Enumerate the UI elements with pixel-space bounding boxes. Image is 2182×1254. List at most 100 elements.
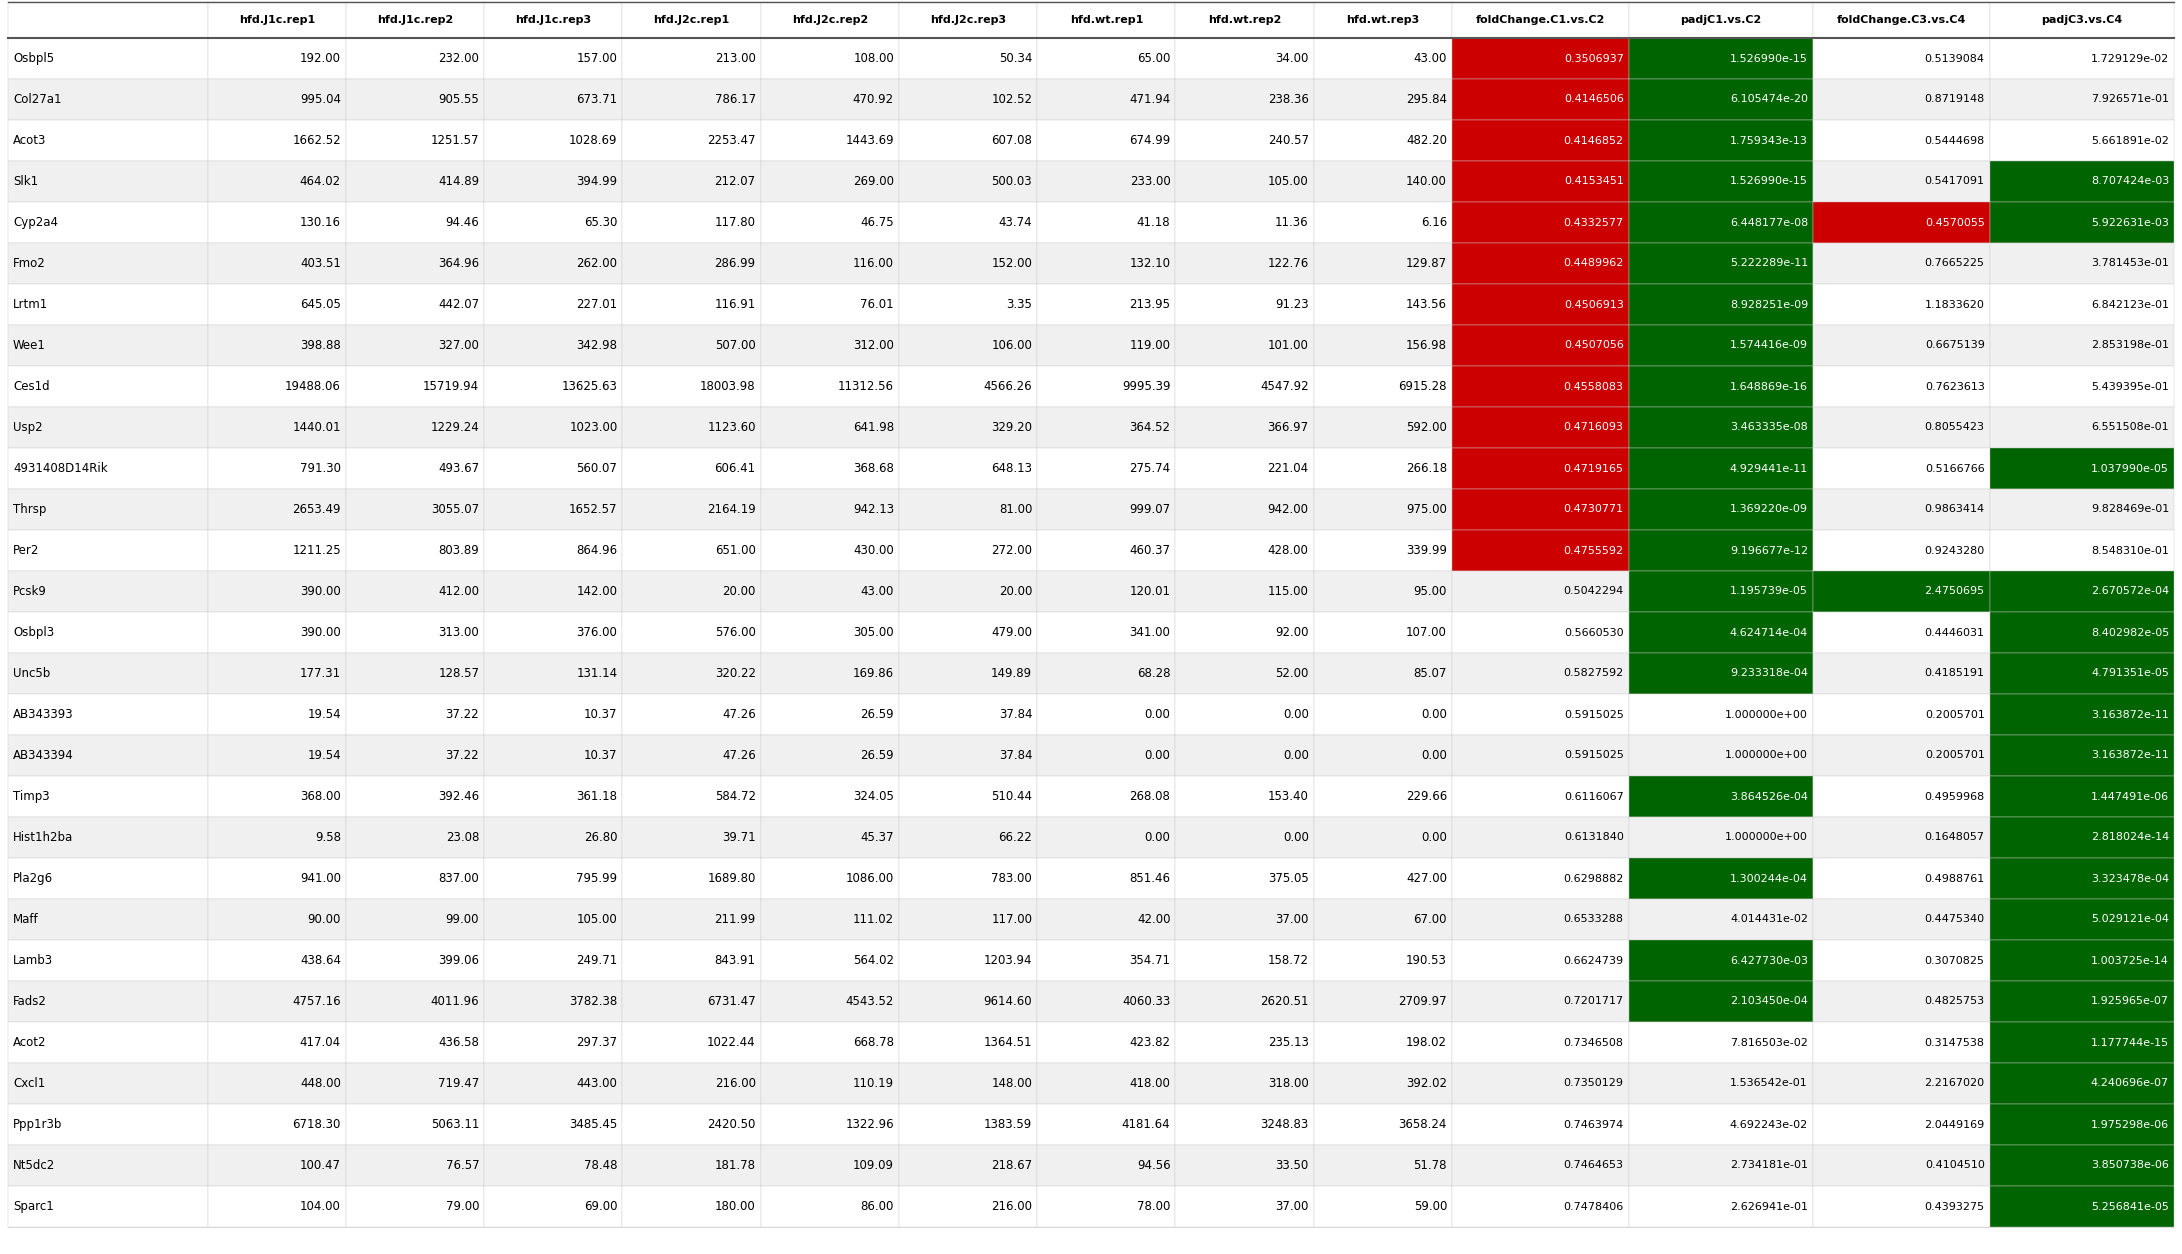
Bar (207, 530, 347, 571)
Bar (484, 735, 622, 776)
Text: 120.01: 120.01 (1130, 586, 1170, 598)
Text: Slk1: Slk1 (13, 176, 37, 188)
Bar (1813, 818, 1990, 858)
Text: 791.30: 791.30 (299, 461, 340, 475)
Text: 1.526990e-15: 1.526990e-15 (1730, 54, 1809, 64)
Text: 0.00: 0.00 (1283, 749, 1309, 762)
Text: 6915.28: 6915.28 (1399, 380, 1447, 393)
Bar (484, 571, 622, 612)
Text: 1.536542e-01: 1.536542e-01 (1730, 1078, 1809, 1088)
Bar (1036, 571, 1176, 612)
Text: 0.00: 0.00 (1420, 709, 1447, 721)
Bar (1176, 489, 1314, 530)
Bar (9, 1104, 207, 1145)
Bar (347, 899, 484, 940)
Bar (1813, 3, 1990, 38)
Bar (762, 448, 899, 489)
Bar (207, 38, 347, 79)
Text: 376.00: 376.00 (576, 626, 618, 640)
Text: 76.01: 76.01 (860, 298, 895, 311)
Bar (1990, 202, 2173, 243)
Bar (1628, 1145, 1813, 1186)
Text: 266.18: 266.18 (1405, 461, 1447, 475)
Bar (622, 325, 762, 366)
Text: 46.75: 46.75 (860, 216, 895, 229)
Bar (1628, 735, 1813, 776)
Text: 9614.60: 9614.60 (984, 994, 1032, 1008)
Text: 181.78: 181.78 (716, 1159, 755, 1172)
Text: Pcsk9: Pcsk9 (13, 586, 46, 598)
Text: 286.99: 286.99 (714, 257, 755, 270)
Bar (347, 940, 484, 981)
Bar (9, 3, 207, 38)
Bar (622, 1186, 762, 1226)
Text: 975.00: 975.00 (1405, 503, 1447, 515)
Bar (899, 120, 1036, 161)
Bar (484, 325, 622, 366)
Bar (207, 1063, 347, 1104)
Text: 1689.80: 1689.80 (707, 872, 755, 885)
Text: 507.00: 507.00 (716, 339, 755, 352)
Bar (622, 161, 762, 202)
Bar (207, 571, 347, 612)
Text: 19.54: 19.54 (308, 709, 340, 721)
Bar (1628, 776, 1813, 818)
Text: 0.6131840: 0.6131840 (1564, 833, 1623, 843)
Text: 0.9243280: 0.9243280 (1925, 545, 1986, 556)
Bar (347, 571, 484, 612)
Text: 86.00: 86.00 (860, 1200, 895, 1213)
Text: 0.4755592: 0.4755592 (1564, 545, 1623, 556)
Text: 19.54: 19.54 (308, 749, 340, 762)
Text: hfd.wt.rep1: hfd.wt.rep1 (1069, 15, 1143, 25)
Bar (347, 735, 484, 776)
Text: 3658.24: 3658.24 (1399, 1119, 1447, 1131)
Bar (347, 448, 484, 489)
Bar (899, 818, 1036, 858)
Text: 295.84: 295.84 (1405, 93, 1447, 107)
Bar (1451, 571, 1628, 612)
Bar (1451, 366, 1628, 408)
Bar (1314, 693, 1451, 735)
Text: Col27a1: Col27a1 (13, 93, 61, 107)
Text: 153.40: 153.40 (1268, 790, 1309, 803)
Text: 149.89: 149.89 (991, 667, 1032, 680)
Text: 8.402982e-05: 8.402982e-05 (2090, 627, 2169, 637)
Text: 1.000000e+00: 1.000000e+00 (1726, 833, 1809, 843)
Text: 10.37: 10.37 (585, 709, 618, 721)
Text: 6.551508e-01: 6.551508e-01 (2090, 423, 2169, 433)
Bar (1176, 325, 1314, 366)
Bar (622, 79, 762, 120)
Text: 0.4146506: 0.4146506 (1564, 94, 1623, 104)
Text: 158.72: 158.72 (1268, 954, 1309, 967)
Text: 157.00: 157.00 (576, 51, 618, 65)
Text: 4.014431e-02: 4.014431e-02 (1730, 914, 1809, 924)
Text: 1.975298e-06: 1.975298e-06 (2090, 1120, 2169, 1130)
Text: 0.4506913: 0.4506913 (1564, 300, 1623, 310)
Text: Lrtm1: Lrtm1 (13, 298, 48, 311)
Bar (9, 571, 207, 612)
Text: 442.07: 442.07 (439, 298, 480, 311)
Text: 101.00: 101.00 (1268, 339, 1309, 352)
Text: 4181.64: 4181.64 (1122, 1119, 1170, 1131)
Text: 65.00: 65.00 (1137, 51, 1170, 65)
Text: 0.00: 0.00 (1283, 831, 1309, 844)
Bar (9, 408, 207, 448)
Bar (1036, 1145, 1176, 1186)
Bar (1176, 1186, 1314, 1226)
Text: 6.842123e-01: 6.842123e-01 (2090, 300, 2169, 310)
Text: 361.18: 361.18 (576, 790, 618, 803)
Text: 2.2167020: 2.2167020 (1925, 1078, 1986, 1088)
Bar (622, 1063, 762, 1104)
Text: 26.59: 26.59 (860, 749, 895, 762)
Bar (207, 489, 347, 530)
Text: 10.37: 10.37 (585, 749, 618, 762)
Text: 448.00: 448.00 (301, 1077, 340, 1090)
Text: 130.16: 130.16 (299, 216, 340, 229)
Text: 0.4146852: 0.4146852 (1564, 135, 1623, 145)
Text: 864.96: 864.96 (576, 544, 618, 557)
Bar (1990, 366, 2173, 408)
Bar (1314, 981, 1451, 1022)
Bar (347, 1063, 484, 1104)
Text: 1383.59: 1383.59 (984, 1119, 1032, 1131)
Text: 0.00: 0.00 (1420, 749, 1447, 762)
